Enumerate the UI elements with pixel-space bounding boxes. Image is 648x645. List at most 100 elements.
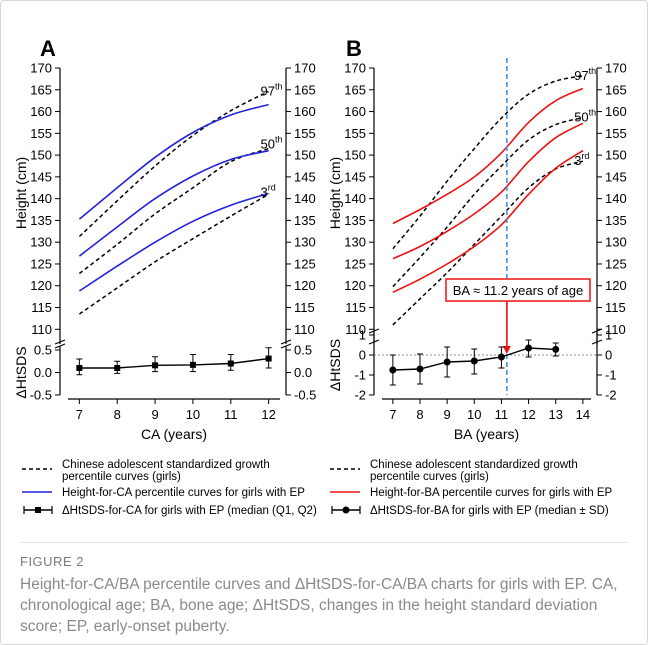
delta-point [227, 360, 234, 367]
reference-curve-50th [78, 147, 269, 275]
y-tick-label-right: 130 [294, 235, 316, 250]
y-tick-label-left: 135 [30, 213, 52, 228]
legend-text: ΔHtSDS-for-BA for girls with EP (median … [370, 505, 609, 517]
percentile-label: 3rd [574, 151, 589, 168]
ep-curve-3rd [78, 192, 269, 292]
y-tick-label-right: 110 [294, 322, 315, 337]
legend-swatch-marker [35, 507, 41, 513]
x-axis-title: CA (years) [141, 426, 207, 442]
delta-point [525, 344, 533, 352]
delta-tick-label-left: -0.5 [30, 388, 52, 403]
percentile-suffix: rd [268, 183, 276, 193]
legend-text: Height-for-CA percentile curves for girl… [62, 487, 305, 499]
y-axis-title-height: Height (cm) [13, 157, 29, 229]
percentile-label: 50th [261, 135, 283, 152]
x-tick-label: 9 [151, 407, 158, 422]
y-tick-label-right: 160 [294, 104, 316, 119]
delta-tick-label-left: 0.0 [34, 365, 52, 380]
y-tick-label-right: 125 [294, 256, 316, 271]
y-tick-label-right: 120 [605, 278, 627, 293]
y-tick-label-left: 150 [344, 148, 366, 163]
delta-tick-label-right: 1 [605, 328, 612, 343]
legend-swatch-marker [342, 506, 350, 514]
y-tick-label-left: 145 [344, 169, 366, 184]
delta-point [152, 362, 159, 369]
y-tick-label-right: 160 [605, 104, 627, 119]
legend-text: Chinese adolescent standardized growth [62, 459, 270, 471]
reference-curve-50th [392, 116, 584, 288]
delta-point [552, 345, 560, 353]
delta-point [189, 361, 196, 368]
percentile-suffix: th [275, 82, 283, 92]
reference-curve-3rd [392, 160, 584, 326]
legend-text: Chinese adolescent standardized growth [370, 459, 578, 471]
chart-panel-a: A 110 110 115 115 120 120 125 125 130 130 135 135 140… [13, 36, 316, 442]
y-tick-label-left: 120 [344, 278, 366, 293]
y-tick-label-left: 165 [344, 82, 366, 97]
y-tick-label-right: 120 [294, 278, 316, 293]
y-tick-label-left: 165 [30, 82, 52, 97]
y-tick-label-right: 115 [605, 300, 626, 315]
ba-annotation-text: BA ≈ 11.2 years of age [453, 283, 583, 298]
delta-tick-label-left: -2 [354, 388, 366, 403]
y-tick-label-left: 110 [345, 322, 366, 337]
reference-curve-97th [78, 90, 269, 238]
y-tick-label-right: 140 [294, 191, 316, 206]
percentile-label: 3rd [261, 183, 276, 200]
legend-text: Height-for-BA percentile curves for girl… [370, 487, 613, 499]
y-tick-label-left: 150 [30, 148, 52, 163]
percentile-suffix: th [275, 135, 283, 145]
y-tick-label-right: 125 [605, 256, 627, 271]
delta-point [265, 355, 272, 362]
percentile-number: 3 [261, 185, 268, 200]
x-tick-label: 8 [416, 407, 423, 422]
x-tick-label: 11 [495, 407, 509, 422]
ba-annotation-arrow-head [502, 346, 511, 354]
y-tick-label-right: 130 [605, 235, 627, 250]
y-tick-label-right: 135 [605, 213, 627, 228]
x-tick-label: 11 [224, 407, 238, 422]
ep-curve-97th [392, 87, 584, 225]
y-tick-label-left: 110 [31, 322, 52, 337]
y-tick-label-right: 140 [605, 191, 627, 206]
percentile-label: 50th [574, 108, 596, 125]
percentile-number: 50 [574, 110, 588, 125]
x-tick-label: 12 [261, 407, 275, 422]
percentile-suffix: th [589, 108, 597, 118]
percentile-number: 97 [574, 68, 588, 83]
percentile-number: 3 [574, 153, 581, 168]
y-tick-label-right: 155 [294, 126, 316, 141]
percentile-suffix: rd [581, 151, 589, 161]
delta-tick-label-right: -2 [605, 388, 617, 403]
legend-right: Chinese adolescent standardized growthpe… [330, 459, 613, 517]
y-tick-label-right: 145 [605, 169, 627, 184]
y-tick-label-right: 170 [605, 61, 627, 76]
y-tick-label-left: 140 [344, 191, 366, 206]
y-axis-title-delta: ΔHtSDS [327, 339, 343, 391]
y-tick-label-left: 125 [30, 256, 52, 271]
percentile-number: 97 [261, 84, 275, 99]
axis-break-left [368, 328, 380, 345]
x-tick-label: 13 [548, 407, 562, 422]
percentile-label: 97th [574, 66, 596, 83]
axis-break-right [280, 339, 292, 349]
x-tick-label: 8 [114, 407, 121, 422]
delta-point [114, 365, 121, 371]
x-axis-title: BA (years) [454, 426, 519, 442]
y-tick-label-right: 115 [294, 300, 315, 315]
x-tick-label: 10 [467, 407, 481, 422]
axis-break-left [54, 339, 66, 349]
ep-curve-3rd [392, 150, 584, 294]
ep-curve-97th [78, 103, 269, 220]
y-axis-title-delta: ΔHtSDS [13, 346, 29, 398]
y-tick-label-left: 125 [344, 256, 366, 271]
y-tick-label-right: 165 [605, 82, 627, 97]
delta-tick-label-right: 0.0 [294, 365, 312, 380]
y-tick-label-right: 110 [605, 322, 626, 337]
y-tick-label-left: 155 [30, 126, 52, 141]
delta-tick-label-right: -0.5 [294, 388, 316, 403]
panel-letter: A [40, 36, 56, 61]
reference-curve-97th [392, 75, 584, 250]
delta-point [443, 358, 451, 366]
y-tick-label-left: 130 [30, 235, 52, 250]
